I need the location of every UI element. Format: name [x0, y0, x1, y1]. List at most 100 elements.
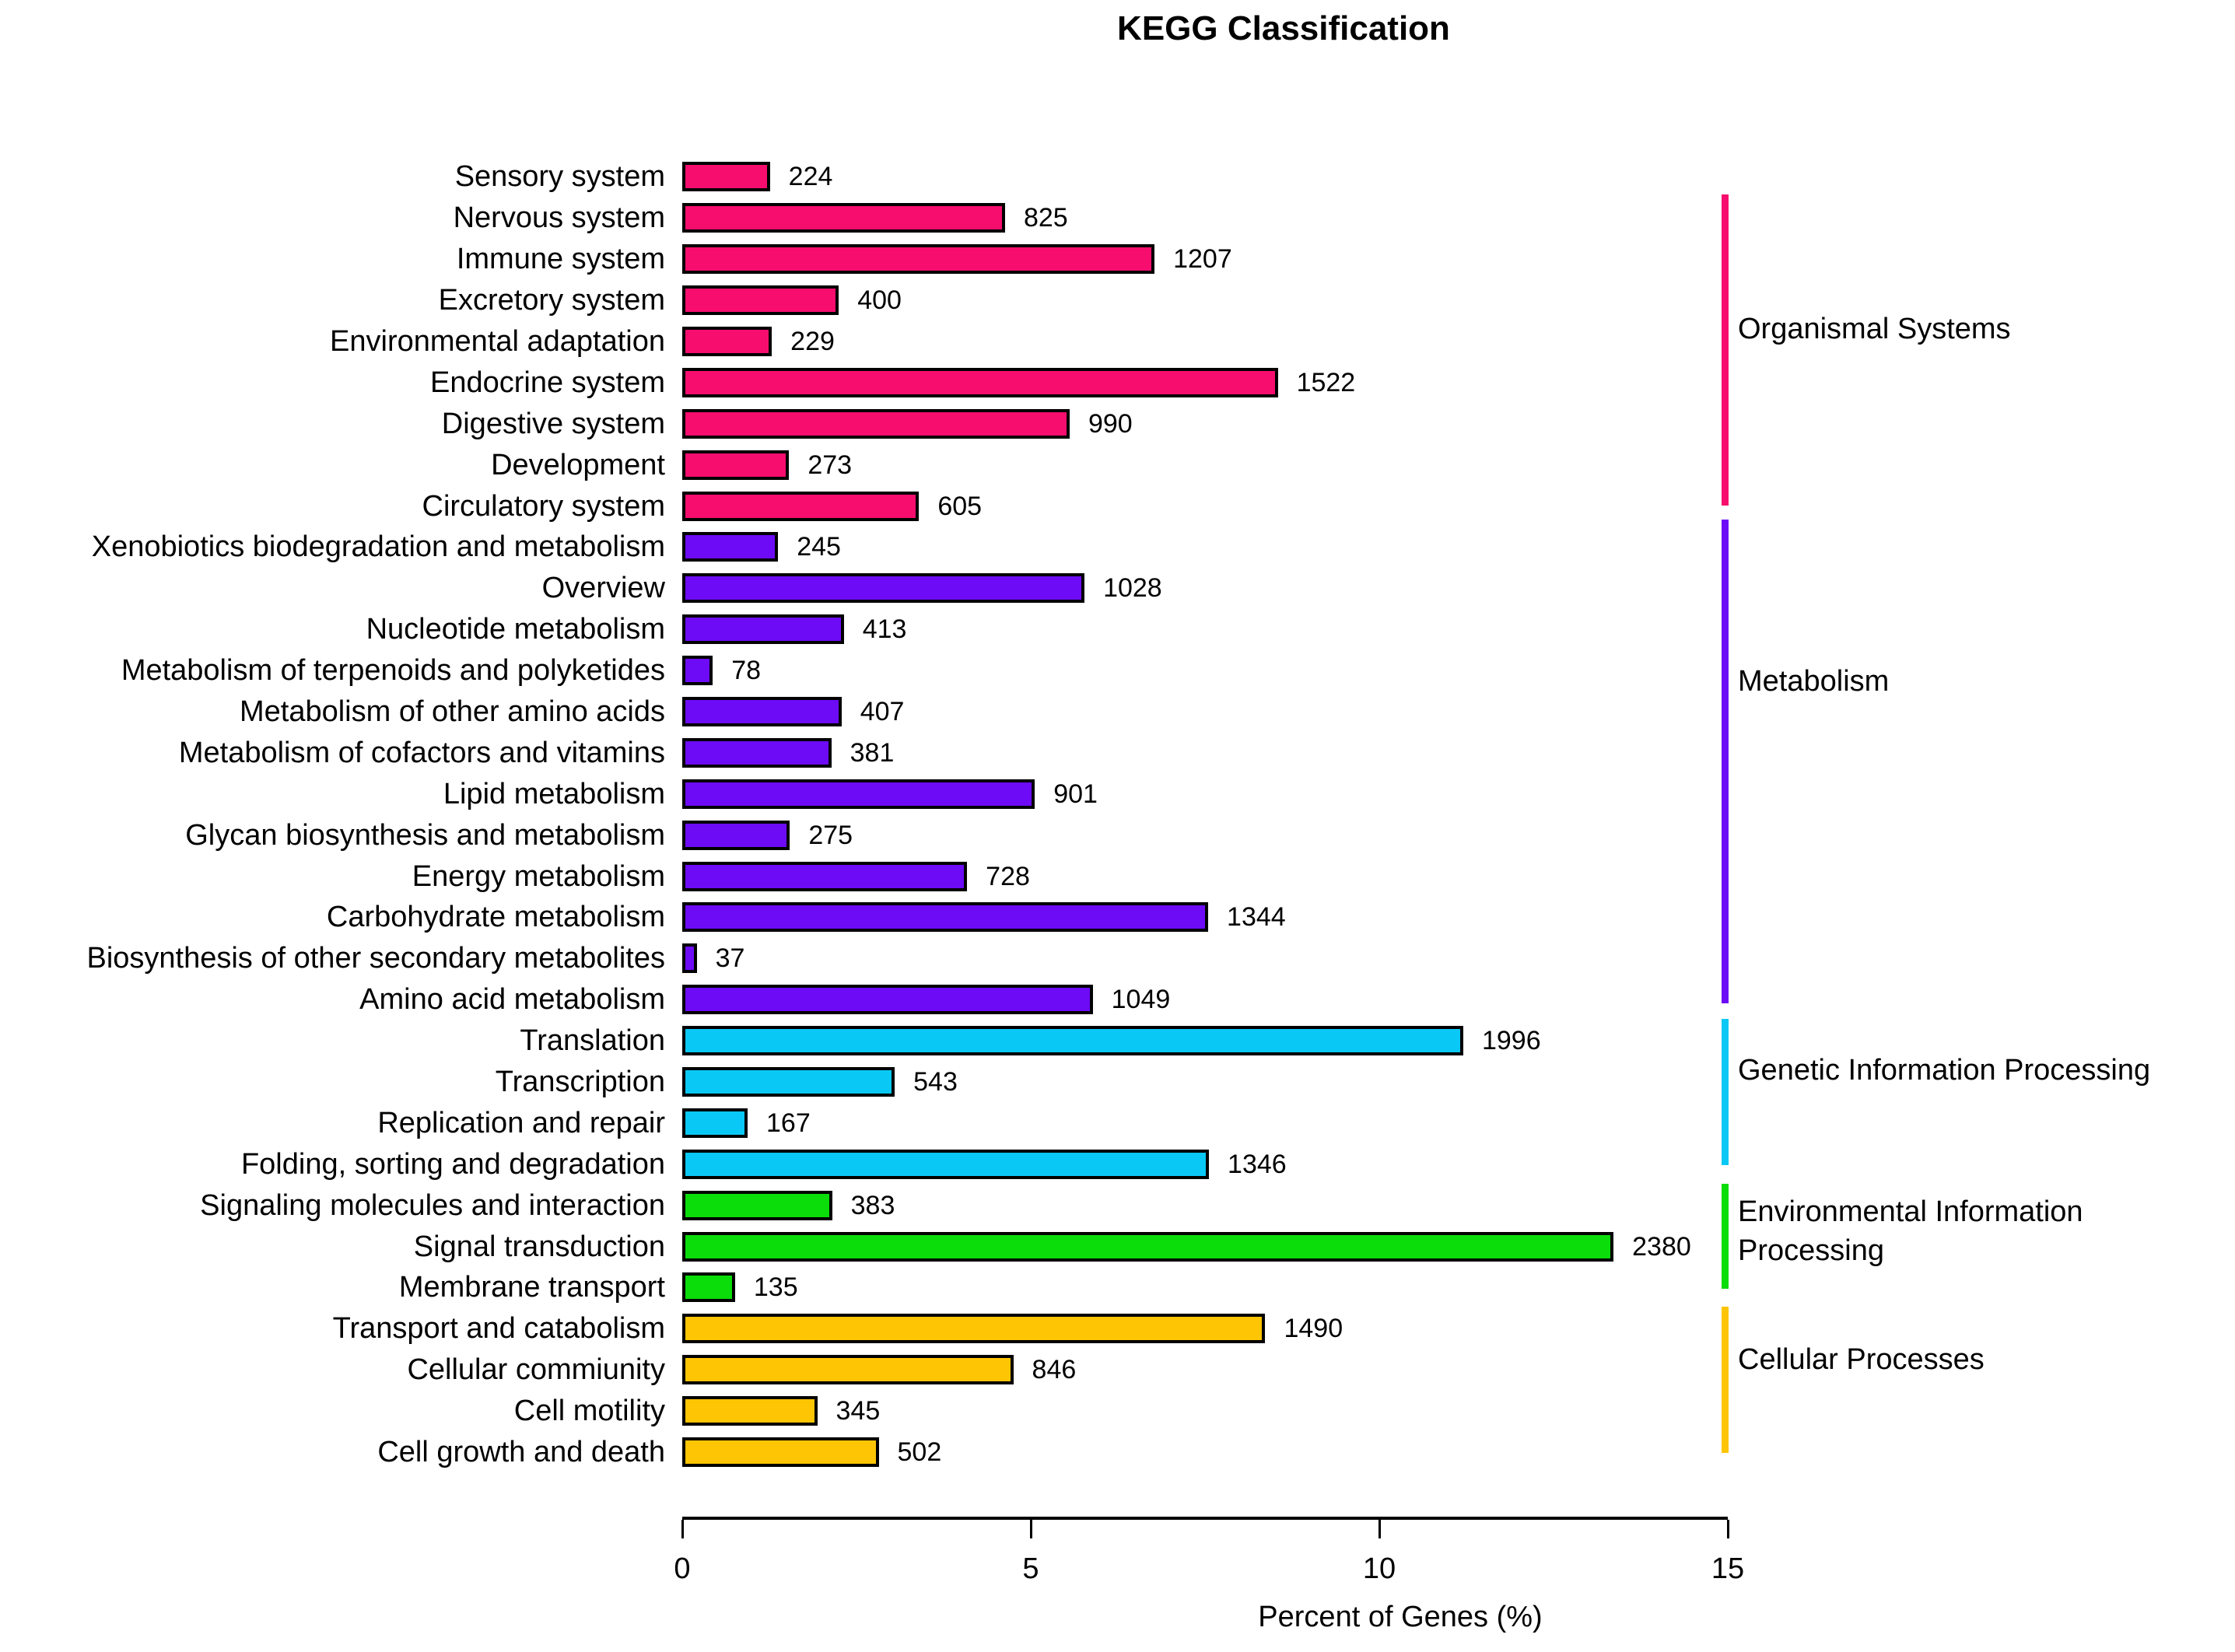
- value-label: 1344: [1227, 902, 1286, 933]
- chart-row: Folding, sorting and degradation 1346: [0, 1143, 2235, 1185]
- bar-cellular-processes: [682, 1314, 1266, 1344]
- category-label: Signaling molecules and interaction: [200, 1188, 665, 1222]
- chart-row: Membrane transport 135: [0, 1267, 2235, 1308]
- category-label: Lipid metabolism: [443, 777, 665, 810]
- chart-row: Cell growth and death 502: [0, 1432, 2235, 1473]
- value-label: 407: [860, 697, 905, 727]
- value-label: 1996: [1481, 1026, 1541, 1056]
- category-label: Carbohydrate metabolism: [326, 901, 665, 934]
- bar-metabolism: [682, 737, 832, 768]
- legend-group-label: Genetic Information Processing: [1738, 1054, 2151, 1087]
- legend-color-bar-cellular-processes: [1722, 1307, 1729, 1453]
- chart-row: Cellular commiunity 846: [0, 1349, 2235, 1391]
- bar-metabolism: [682, 573, 1085, 604]
- chart-row: Digestive system 990: [0, 403, 2235, 444]
- value-label: 229: [790, 327, 835, 356]
- category-label: Circulatory system: [422, 489, 666, 523]
- category-label: Endocrine system: [429, 366, 665, 399]
- chart-row: Replication and repair 167: [0, 1102, 2235, 1143]
- bar-genetic-information-processing: [682, 1149, 1210, 1179]
- legend-color-bar-metabolism: [1722, 520, 1729, 1003]
- chart-row: Xenobiotics biodegradation and metabolis…: [0, 527, 2235, 568]
- chart-row: Energy metabolism 728: [0, 856, 2235, 897]
- category-label: Folding, sorting and degradation: [240, 1147, 665, 1181]
- category-label: Glycan biosynthesis and metabolism: [185, 818, 665, 852]
- value-label: 273: [807, 450, 853, 480]
- chart-row: Development 273: [0, 444, 2235, 485]
- chart-row: Metabolism of cofactors and vitamins 381: [0, 732, 2235, 773]
- chart-row: Nervous system 825: [0, 198, 2235, 239]
- bar-metabolism: [682, 532, 779, 562]
- chart-row: Signaling molecules and interaction 383: [0, 1185, 2235, 1226]
- legend-color-bar-genetic-information-processing: [1722, 1019, 1729, 1165]
- chart-row: Biosynthesis of other secondary metaboli…: [0, 938, 2235, 979]
- value-label: 275: [808, 820, 853, 850]
- chart-row: Circulatory system 605: [0, 485, 2235, 527]
- value-label: 245: [797, 532, 841, 562]
- category-label: Digestive system: [441, 407, 665, 440]
- bar-organismal-systems: [682, 450, 790, 480]
- bar-organismal-systems: [682, 408, 1070, 439]
- bar-organismal-systems: [682, 327, 772, 356]
- value-label: 37: [715, 943, 745, 974]
- category-label: Replication and repair: [377, 1106, 665, 1139]
- category-label: Translation: [520, 1024, 665, 1058]
- value-label: 1346: [1228, 1149, 1287, 1179]
- bar-environmental-information-processing: [682, 1231, 1614, 1262]
- category-label: Cellular commiunity: [407, 1353, 665, 1387]
- x-axis-tick: [1378, 1520, 1381, 1538]
- category-label: Transcription: [495, 1066, 665, 1099]
- legend-group-label: Metabolism: [1738, 665, 1890, 698]
- value-label: 990: [1088, 408, 1133, 439]
- value-label: 345: [835, 1396, 881, 1426]
- category-label: Metabolism of terpenoids and polyketides: [121, 654, 665, 688]
- category-label: Cell growth and death: [377, 1436, 665, 1469]
- value-label: 413: [862, 614, 907, 645]
- value-label: 78: [731, 656, 762, 686]
- bar-genetic-information-processing: [682, 1026, 1463, 1056]
- category-label: Sensory system: [454, 160, 665, 194]
- category-label: Excretory system: [438, 284, 665, 317]
- category-label: Metabolism of other amino acids: [239, 695, 665, 729]
- bar-metabolism: [682, 779, 1035, 809]
- bar-organismal-systems: [682, 367, 1278, 397]
- bar-metabolism: [682, 614, 844, 645]
- value-label: 543: [913, 1067, 958, 1097]
- value-label: 728: [986, 861, 1030, 891]
- bar-metabolism: [682, 943, 697, 974]
- category-label: Biosynthesis of other secondary metaboli…: [86, 942, 665, 975]
- bar-environmental-information-processing: [682, 1272, 735, 1303]
- chart-row: Signal transduction 2380: [0, 1226, 2235, 1267]
- value-label: 167: [766, 1108, 811, 1138]
- chart-row: Cell motility 345: [0, 1391, 2235, 1432]
- bar-environmental-information-processing: [682, 1190, 832, 1220]
- chart-row: Immune system 1207: [0, 239, 2235, 280]
- value-label: 383: [850, 1190, 895, 1220]
- value-label: 400: [857, 285, 902, 316]
- chart-row: Amino acid metabolism 1049: [0, 979, 2235, 1020]
- category-label: Overview: [541, 572, 665, 605]
- chart-row: Excretory system 400: [0, 280, 2235, 321]
- legend-group-label: Environmental Information Processing: [1738, 1195, 2083, 1267]
- category-label: Transport and catabolism: [332, 1312, 665, 1346]
- category-label: Nucleotide metabolism: [366, 613, 665, 646]
- category-label: Metabolism of cofactors and vitamins: [178, 736, 665, 769]
- x-axis-tick: [1029, 1520, 1032, 1538]
- bar-genetic-information-processing: [682, 1108, 748, 1138]
- chart-row: Endocrine system 1522: [0, 362, 2235, 403]
- chart-row: Translation 1996: [0, 1020, 2235, 1062]
- chart-row: Transcription 543: [0, 1062, 2235, 1103]
- category-label: Immune system: [456, 243, 665, 276]
- chart-row: Glycan biosynthesis and metabolism 275: [0, 814, 2235, 856]
- x-axis-tick-label: 15: [1711, 1552, 1745, 1585]
- chart-row: Metabolism of other amino acids 407: [0, 691, 2235, 733]
- category-label: Xenobiotics biodegradation and metabolis…: [91, 530, 665, 564]
- legend-color-bar-environmental-information-processing: [1722, 1184, 1729, 1289]
- bar-organismal-systems: [682, 491, 920, 521]
- value-label: 502: [897, 1437, 942, 1468]
- value-label: 825: [1023, 203, 1068, 233]
- bar-metabolism: [682, 656, 713, 686]
- legend-group-label: Organismal Systems: [1738, 313, 2011, 345]
- value-label: 135: [753, 1272, 798, 1303]
